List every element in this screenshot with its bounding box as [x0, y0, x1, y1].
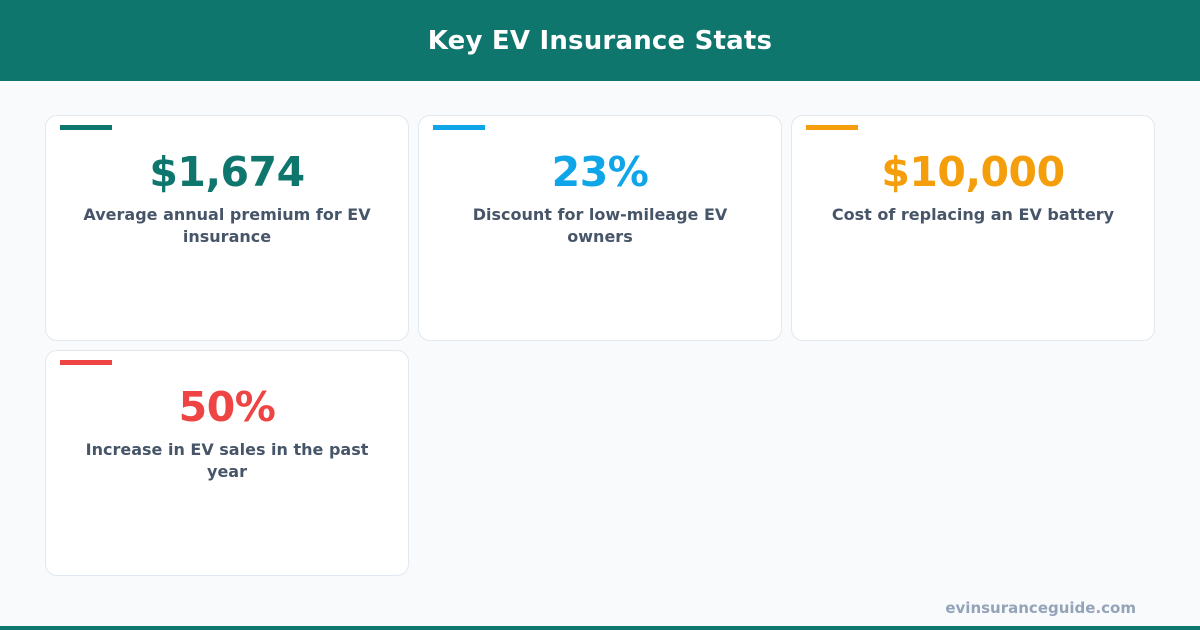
- stat-value: $1,674: [149, 148, 305, 196]
- stat-label: Cost of replacing an EV battery: [831, 205, 1115, 224]
- stat-value: $10,000: [881, 148, 1065, 196]
- stat-value: 23%: [551, 148, 649, 196]
- stat-card-low-mileage-discount: 23% Discount for low-mileage EV owners: [418, 115, 782, 341]
- accent-bar: [60, 360, 112, 365]
- stat-value: 50%: [178, 383, 276, 431]
- accent-bar: [433, 125, 485, 130]
- stats-grid: $1,674 Average annual premium for EV ins…: [45, 115, 1155, 576]
- header-bar: Key EV Insurance Stats: [0, 0, 1200, 81]
- page-title: Key EV Insurance Stats: [427, 25, 773, 56]
- stat-label: Discount for low-mileage EV owners: [472, 205, 728, 246]
- accent-bar: [806, 125, 858, 130]
- stat-card-battery-cost: $10,000 Cost of replacing an EV battery: [791, 115, 1155, 341]
- footer-domain: evinsuranceguide.com: [945, 599, 1136, 617]
- bottom-stripe: [0, 626, 1200, 630]
- stat-card-average-premium: $1,674 Average annual premium for EV ins…: [45, 115, 409, 341]
- accent-bar: [60, 125, 112, 130]
- stat-label: Increase in EV sales in the past year: [85, 440, 369, 481]
- stat-label: Average annual premium for EV insurance: [83, 205, 371, 246]
- stat-card-ev-sales-increase: 50% Increase in EV sales in the past yea…: [45, 350, 409, 576]
